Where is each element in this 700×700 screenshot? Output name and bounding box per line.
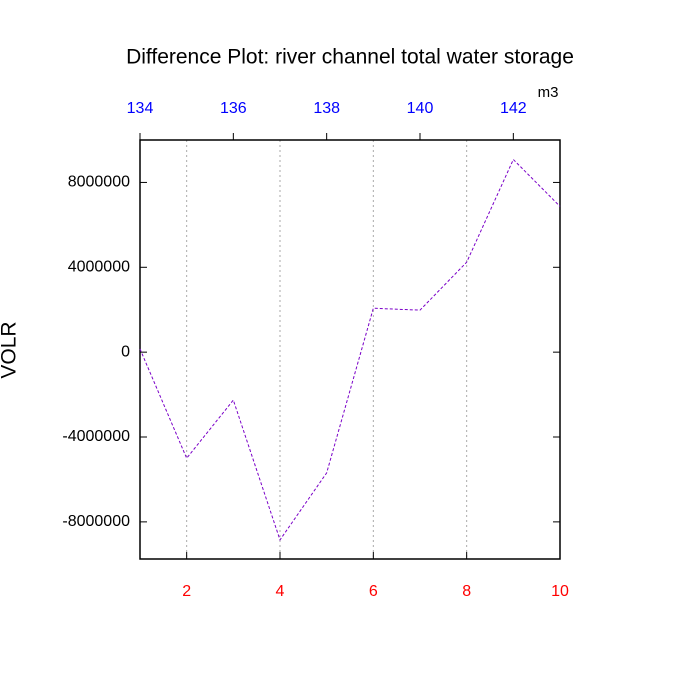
x-tick-label: 8	[462, 583, 471, 600]
x-tick-label: 10	[551, 583, 569, 600]
x-tick-label: 2	[182, 583, 191, 600]
x2-tick-label: 140	[407, 100, 434, 117]
x2-tick-label: 134	[127, 100, 154, 117]
chart-title: Difference Plot: river channel total wat…	[126, 46, 574, 69]
y-axis-label: VOLR	[0, 321, 21, 378]
x2-tick-label: 138	[313, 100, 340, 117]
y-tick-label: 4000000	[68, 259, 130, 276]
data-line	[139, 158, 561, 542]
y-tick-label: -8000000	[62, 513, 130, 530]
x-tick-label: 4	[276, 583, 285, 600]
x-tick-label: 6	[369, 583, 378, 600]
units-label: m3	[538, 84, 559, 101]
x2-tick-label: 142	[500, 100, 527, 117]
y-tick-label: 8000000	[68, 174, 130, 191]
y-tick-label: -4000000	[62, 428, 130, 445]
x2-tick-label: 136	[220, 100, 247, 117]
plot-frame	[139, 139, 561, 560]
y-tick-label: 0	[121, 343, 130, 360]
